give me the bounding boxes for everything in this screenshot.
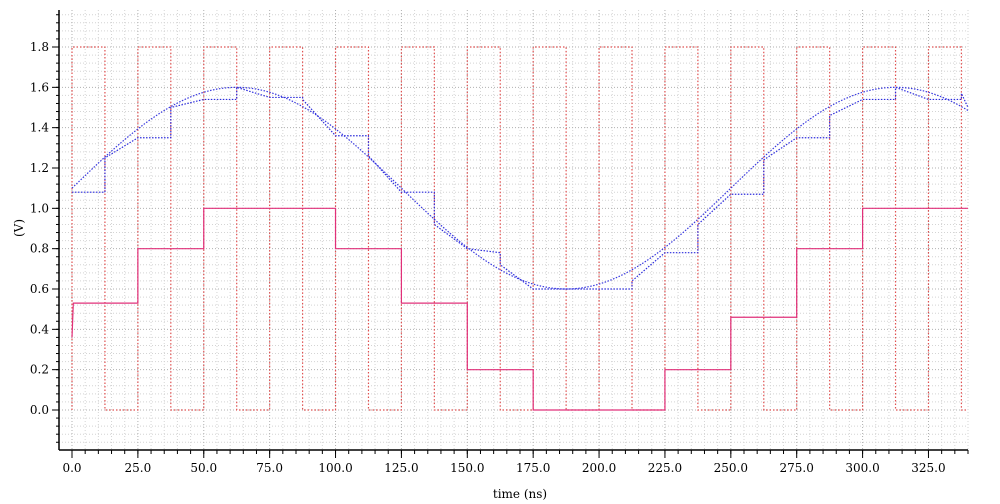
y-tick-label: 0.2 [30, 363, 49, 377]
x-tick-label: 25.0 [125, 461, 152, 475]
y-tick-label: 1.6 [30, 80, 49, 94]
x-tick-label: 100.0 [318, 461, 352, 475]
series-line-3 [72, 86, 969, 290]
x-tick-label: 300.0 [845, 461, 879, 475]
x-tick-label: 50.0 [190, 461, 217, 475]
y-axis-title: (V) [12, 219, 26, 237]
series-line-2 [71, 86, 969, 290]
y-tick-label: 0.4 [30, 322, 49, 336]
x-tick-label: 75.0 [256, 461, 283, 475]
x-tick-label: 325.0 [911, 461, 945, 475]
x-tick-label: 125.0 [384, 461, 418, 475]
x-tick-label: 250.0 [714, 461, 748, 475]
x-tick-label: 225.0 [648, 461, 682, 475]
x-tick-label: 150.0 [450, 461, 484, 475]
y-tick-label: 0.6 [30, 282, 49, 296]
series-layer [71, 46, 969, 411]
x-tick-label: 200.0 [582, 461, 616, 475]
y-tick-label: 1.0 [30, 201, 49, 215]
x-axis-title: time (ns) [493, 487, 547, 501]
series-line-4 [71, 207, 968, 411]
y-tick-label: 0.0 [30, 403, 49, 417]
minor-grid [59, 10, 969, 450]
x-tick-label: 0.0 [62, 461, 81, 475]
axes-layer [52, 10, 969, 458]
y-tick-label: 0.8 [30, 242, 49, 256]
tick-labels: 0.0 0.2 0.4 0.6 0.8 1.0 1.2 1.4 1.6 1.8 0.0 25.0 50.… [30, 40, 946, 475]
y-tick-label: 1.4 [30, 121, 49, 135]
x-tick-label: 175.0 [516, 461, 550, 475]
y-tick-label: 1.2 [30, 161, 49, 175]
x-tick-label: 275.0 [780, 461, 814, 475]
series-line-1 [71, 46, 968, 411]
y-tick-label: 1.8 [30, 40, 49, 54]
